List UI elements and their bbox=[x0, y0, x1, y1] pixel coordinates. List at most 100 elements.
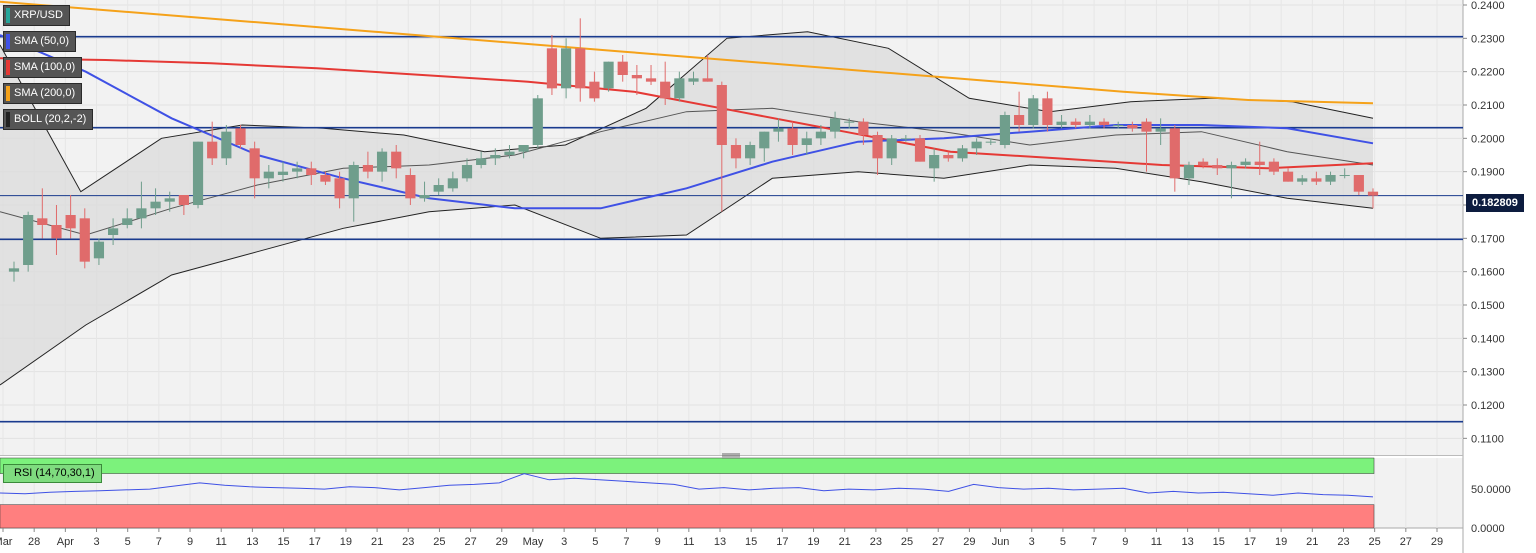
candle-body bbox=[405, 175, 416, 199]
x-tick-label: 25 bbox=[1369, 536, 1381, 548]
candle-body bbox=[362, 165, 374, 172]
x-tick-label: 29 bbox=[1431, 536, 1443, 548]
y-tick-label: 0.1600 bbox=[1471, 267, 1505, 279]
x-tick-label: 25 bbox=[433, 536, 445, 548]
candle-body bbox=[249, 148, 260, 179]
candle-body bbox=[221, 131, 232, 159]
candle-body bbox=[1042, 98, 1053, 125]
x-tick-label: 7 bbox=[1091, 536, 1097, 548]
x-tick-label: 21 bbox=[1306, 536, 1318, 548]
candle-body bbox=[178, 195, 189, 205]
swatch bbox=[6, 86, 10, 101]
candle-body bbox=[348, 165, 359, 199]
candle-body bbox=[957, 148, 968, 159]
candle-body bbox=[376, 151, 388, 172]
x-tick-label: 15 bbox=[277, 536, 289, 548]
legend-sma-100[interactable]: SMA (100,0) bbox=[3, 57, 83, 78]
x-tick-label: 21 bbox=[839, 536, 851, 548]
candle-body bbox=[631, 75, 642, 79]
x-tick-label: 13 bbox=[714, 536, 726, 548]
legend-sma-50[interactable]: SMA (50,0) bbox=[3, 31, 77, 52]
candle-body bbox=[292, 168, 303, 172]
candle-body bbox=[1226, 165, 1237, 169]
legend-label: XRP/USD bbox=[14, 9, 63, 21]
candle-body bbox=[518, 145, 529, 152]
candle-body bbox=[1353, 175, 1364, 192]
x-tick-label: 15 bbox=[1213, 536, 1225, 548]
candle-body bbox=[263, 171, 274, 179]
candle-body bbox=[164, 198, 175, 202]
candle-body bbox=[1254, 161, 1265, 165]
x-tick-label: May bbox=[523, 536, 544, 548]
x-tick-label: 27 bbox=[464, 536, 476, 548]
boll-lower bbox=[0, 164, 1374, 386]
candle-body bbox=[122, 218, 133, 225]
x-tick-label: 3 bbox=[1029, 536, 1035, 548]
x-tick-label: 27 bbox=[932, 536, 944, 548]
legend-label: BOLL (20,2,-2) bbox=[14, 113, 87, 125]
candle-body bbox=[150, 201, 161, 209]
candle-body bbox=[433, 185, 444, 192]
x-tick-label: 29 bbox=[496, 536, 508, 548]
candle-body bbox=[23, 215, 34, 265]
last-price-tag: 0.182809 bbox=[1466, 194, 1524, 212]
legend-xrp-usd[interactable]: XRP/USD bbox=[3, 5, 70, 26]
x-tick-label: Apr bbox=[57, 536, 74, 548]
candle-body bbox=[532, 98, 543, 145]
sma200-line bbox=[0, 0, 1374, 105]
candle-body bbox=[560, 48, 572, 89]
y-tick-label: 0.2400 bbox=[1471, 0, 1505, 12]
candle-body bbox=[1028, 98, 1039, 125]
x-tick-label: 11 bbox=[216, 536, 227, 548]
candle-body bbox=[1155, 128, 1166, 132]
x-tick-label: 5 bbox=[1060, 536, 1066, 548]
legend-label: SMA (100,0) bbox=[14, 61, 76, 73]
candle-body bbox=[136, 208, 147, 219]
rsi-line bbox=[0, 473, 1374, 498]
x-tick-label: 13 bbox=[1181, 536, 1193, 548]
candle-body bbox=[603, 61, 614, 89]
candle-body bbox=[51, 225, 62, 239]
rsi-tick-label: 0.0000 bbox=[1471, 523, 1505, 535]
candle-body bbox=[461, 165, 473, 179]
candle-body bbox=[929, 155, 940, 169]
candle-body bbox=[504, 151, 515, 155]
candle-body bbox=[575, 48, 586, 89]
boll-mid bbox=[0, 107, 1374, 236]
x-tick-label: Mar bbox=[0, 536, 13, 548]
y-tick-label: 0.2100 bbox=[1471, 100, 1505, 112]
candle-body bbox=[419, 195, 430, 199]
candle-body bbox=[1325, 175, 1336, 182]
candle-body bbox=[1268, 161, 1280, 172]
x-tick-label: Jun bbox=[992, 536, 1010, 548]
candle-body bbox=[277, 171, 289, 175]
y-tick-label: 0.1500 bbox=[1471, 300, 1505, 312]
y-axis-ticks: 0.24000.23000.22000.21000.20000.19000.18… bbox=[1463, 0, 1511, 535]
candle-body bbox=[334, 178, 345, 199]
rsi-indicator bbox=[0, 457, 1375, 529]
y-axis-bg bbox=[1463, 0, 1536, 553]
legend-sma-200[interactable]: SMA (200,0) bbox=[3, 83, 83, 104]
candle-body bbox=[999, 115, 1011, 145]
x-tick-label: 13 bbox=[246, 536, 258, 548]
x-tick-label: 23 bbox=[870, 536, 882, 548]
x-tick-label: 19 bbox=[807, 536, 819, 548]
x-tick-label: 3 bbox=[93, 536, 99, 548]
candle-body bbox=[391, 151, 402, 169]
candle-body bbox=[1013, 115, 1025, 125]
x-tick-label: 9 bbox=[187, 536, 193, 548]
x-tick-label: 9 bbox=[655, 536, 661, 548]
x-tick-label: 11 bbox=[1151, 536, 1162, 548]
candle-body bbox=[447, 178, 458, 189]
x-tick-label: 5 bbox=[125, 536, 131, 548]
candle-body bbox=[306, 168, 317, 175]
horizontal-levels bbox=[0, 35, 1463, 423]
legend-boll[interactable]: BOLL (20,2,-2) bbox=[3, 109, 94, 130]
legend-rsi[interactable]: RSI (14,70,30,1) bbox=[3, 464, 102, 483]
x-tick-label: 9 bbox=[1122, 536, 1128, 548]
divider-handle[interactable] bbox=[722, 453, 740, 459]
x-tick-label: 7 bbox=[623, 536, 629, 548]
x-tick-label: 3 bbox=[561, 536, 567, 548]
candlesticks bbox=[8, 18, 1379, 282]
